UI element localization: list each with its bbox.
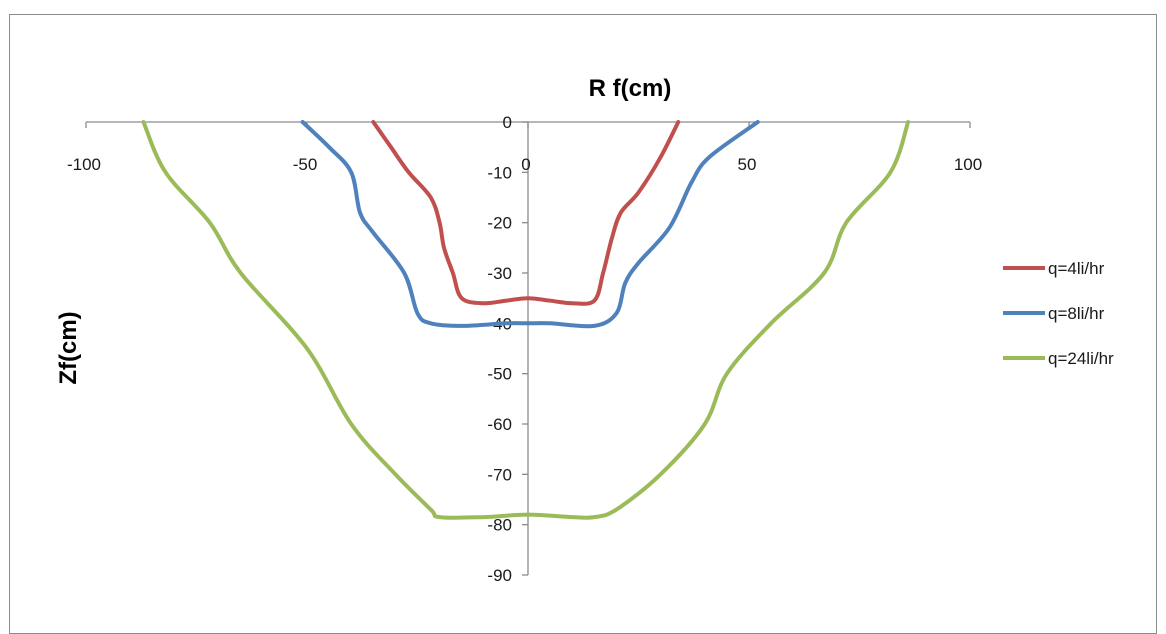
y-tick-label: -30	[487, 264, 512, 283]
chart: -100 -50 0 50 1000-10-20-30-40-50-60-70-80-9…	[0, 0, 1166, 610]
y-tick-label: -90	[487, 566, 512, 585]
x-tick-label: -50	[293, 155, 318, 174]
y-axis-title: Zf(cm)	[55, 311, 82, 384]
series-line-3	[144, 122, 909, 518]
legend-label: q=24li/hr	[1048, 349, 1114, 368]
y-tick-label: -20	[487, 214, 512, 233]
series-line-1	[373, 122, 678, 304]
x-tick-label: 0	[521, 155, 530, 174]
series-layer	[144, 122, 909, 518]
legend-label: q=8li/hr	[1048, 304, 1105, 323]
x-axis-title: R f(cm)	[589, 75, 672, 102]
x-tick-label: 100	[954, 155, 982, 174]
y-tick-label: -70	[487, 465, 512, 484]
y-tick-label: -60	[487, 415, 512, 434]
series-line-2	[303, 122, 758, 326]
x-tick-label: -100	[67, 155, 101, 174]
y-tick-label: -10	[487, 163, 512, 182]
legend: q=4li/hr q=8li/hr q=24li/hr	[1003, 259, 1114, 368]
y-tick-label: 0	[503, 113, 512, 132]
y-tick-label: -50	[487, 365, 512, 384]
x-tick-label: 50	[738, 155, 757, 174]
legend-label: q=4li/hr	[1048, 259, 1105, 278]
